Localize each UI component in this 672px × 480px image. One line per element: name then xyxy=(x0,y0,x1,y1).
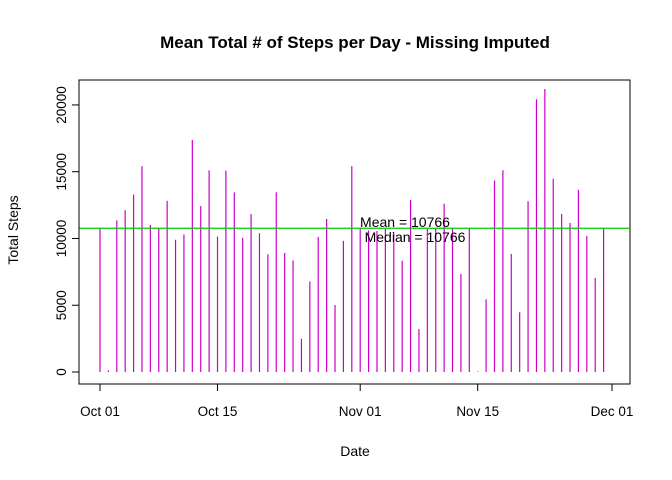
y-axis-label: Total Steps xyxy=(5,195,21,264)
plot-frame xyxy=(78,79,631,385)
x-tick-label: Nov 15 xyxy=(456,404,499,419)
x-tick-label: Oct 01 xyxy=(80,404,120,419)
y-tick-label: 10000 xyxy=(54,220,69,258)
y-tick-label: 20000 xyxy=(54,86,69,124)
y-axis: 0 5000 10000 15000 20000 xyxy=(54,86,80,376)
y-tick-label: 15000 xyxy=(54,153,69,191)
mean-annotation: Mean = 10766 xyxy=(360,214,450,230)
x-tick-label: Nov 01 xyxy=(339,404,382,419)
chart-title: Mean Total # of Steps per Day - Missing … xyxy=(160,33,550,52)
y-tick-label: 0 xyxy=(54,368,69,376)
median-annotation: Median = 10766 xyxy=(365,229,466,245)
y-tick-label: 5000 xyxy=(54,290,69,320)
x-axis-label: Date xyxy=(340,443,370,459)
x-axis: Oct 01 Oct 15 Nov 01 Nov 15 Dec 01 xyxy=(80,383,634,419)
bars-group xyxy=(99,89,605,372)
x-tick-label: Dec 01 xyxy=(591,404,634,419)
x-tick-label: Oct 15 xyxy=(198,404,238,419)
